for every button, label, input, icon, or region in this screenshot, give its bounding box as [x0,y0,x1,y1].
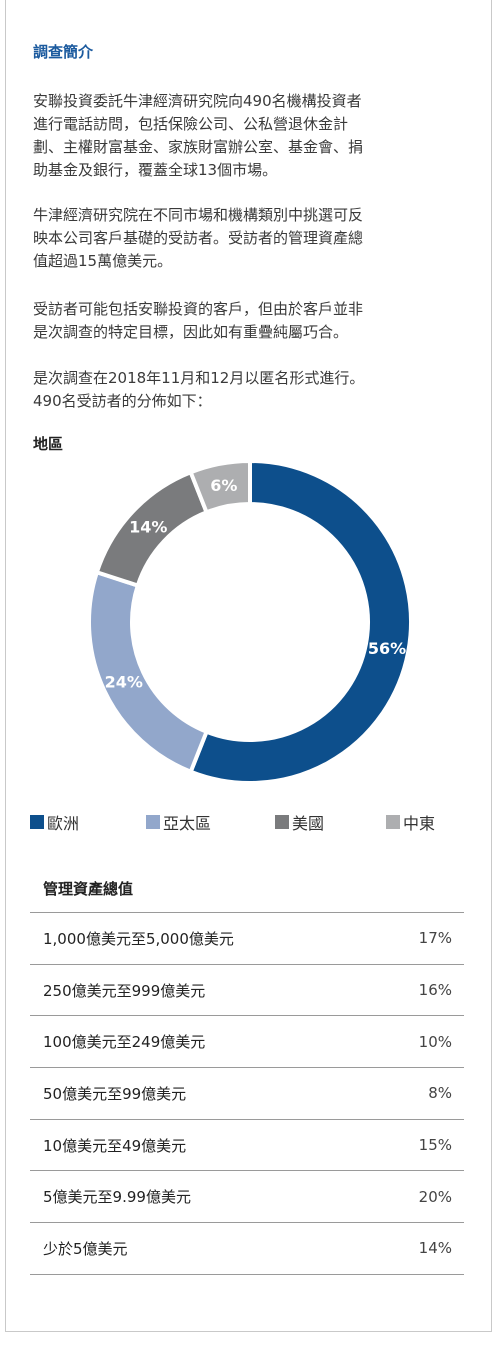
table-row: 250億美元至999億美元 16% [30,965,464,1017]
text-line: 劃、主權財富基金、家族財富辦公室、基金會、捐 [33,138,364,156]
table-row: 50億美元至99億美元 8% [30,1068,464,1120]
slice-europe [188,458,413,785]
text-line: 進行電話訪問，包括保險公司、公私營退休金計 [33,115,349,133]
row-value: 14% [418,1239,452,1258]
aum-table-title: 管理資產總值 [43,880,134,898]
text-line: 受訪者可能包括安聯投資的客戶，但由於客戶並非 [33,300,364,318]
row-value: 20% [418,1187,452,1206]
data-label: 6% [210,476,237,495]
row-label: 1,000億美元至5,000億美元 [43,929,234,948]
legend-item-europe: 歐洲 [30,810,79,834]
slice-middle-east [188,458,252,515]
text-line: 值超過15萬億美元。 [33,252,173,270]
table-row: 10億美元至49億美元 15% [30,1120,464,1172]
text-line: 映本公司客戶基礎的受訪者。受訪者的管理資產總 [33,229,364,247]
text-line: 牛津經濟研究院在不同市場和機構類別中挑選可反 [33,206,364,224]
survey-panel: 調查簡介 安聯投資委託牛津經濟研究院向490名機構投資者 進行電話訪問，包括保險… [33,40,468,453]
row-value: 17% [418,929,452,948]
table-row: 少於5億美元 14% [30,1223,464,1275]
row-value: 16% [418,981,452,1000]
data-label: 56% [368,639,406,658]
row-value: 15% [418,1136,452,1155]
row-label: 5億美元至9.99億美元 [43,1188,191,1207]
row-label: 100億美元至249億美元 [43,1033,206,1052]
intro-paragraph-3: 受訪者可能包括安聯投資的客戶，但由於客戶並非 是次調查的特定目標，因此如有重疊純… [33,298,468,344]
intro-paragraph-4: 是次調查在2018年11月和12月以匿名形式進行。 490名受訪者的分佈如下： [33,367,468,413]
legend-label: 亞太區 [163,814,212,833]
text-line: 490名受訪者的分佈如下： [33,392,212,410]
legend-swatch [30,815,44,829]
legend-swatch [146,815,160,829]
region-donut-chart: 56% 24% 14% 6% [87,458,413,785]
chart-legend: 歐洲 亞太區 美國 中東 [30,810,460,834]
row-label: 50億美元至99億美元 [43,1084,187,1103]
text-line: 是次調查在2018年11月和12月以匿名形式進行。 [33,369,365,387]
data-label: 14% [129,518,167,537]
content-frame [5,0,492,1332]
legend-item-middle-east: 中東 [386,810,435,834]
row-value: 8% [428,1084,452,1103]
chart-title: 地區 [33,435,64,453]
row-label: 10億美元至49億美元 [43,1136,187,1155]
row-value: 10% [418,1032,452,1051]
intro-paragraph-1: 安聯投資委託牛津經濟研究院向490名機構投資者 進行電話訪問，包括保險公司、公私… [33,90,468,182]
table-row: 100億美元至249億美元 10% [30,1016,464,1069]
legend-label: 美國 [292,814,325,833]
text-line: 安聯投資委託牛津經濟研究院向490名機構投資者 [33,92,362,110]
aum-table: 1,000億美元至5,000億美元 17% 250億美元至999億美元 16% 100億… [30,912,464,1275]
row-label: 250億美元至999億美元 [43,981,206,1000]
legend-swatch [386,815,400,829]
text-line: 助基金及銀行，覆蓋全球13個市場。 [33,161,278,179]
legend-label: 歐洲 [47,814,80,833]
legend-item-asia-pacific: 亞太區 [146,810,211,834]
legend-item-usa: 美國 [275,810,324,834]
row-label: 少於5億美元 [43,1239,128,1258]
table-row: 1,000億美元至5,000億美元 17% [30,913,464,965]
data-label: 24% [105,672,143,691]
table-row: 5億美元至9.99億美元 20% [30,1171,464,1224]
legend-label: 中東 [403,814,436,833]
text-line: 是次調查的特定目標，因此如有重疊純屬巧合。 [33,323,349,341]
intro-paragraph-2: 牛津經濟研究院在不同市場和機構類別中挑選可反 映本公司客戶基礎的受訪者。受訪者的… [33,204,468,273]
legend-swatch [275,815,289,829]
section-title: 調查簡介 [33,43,94,61]
